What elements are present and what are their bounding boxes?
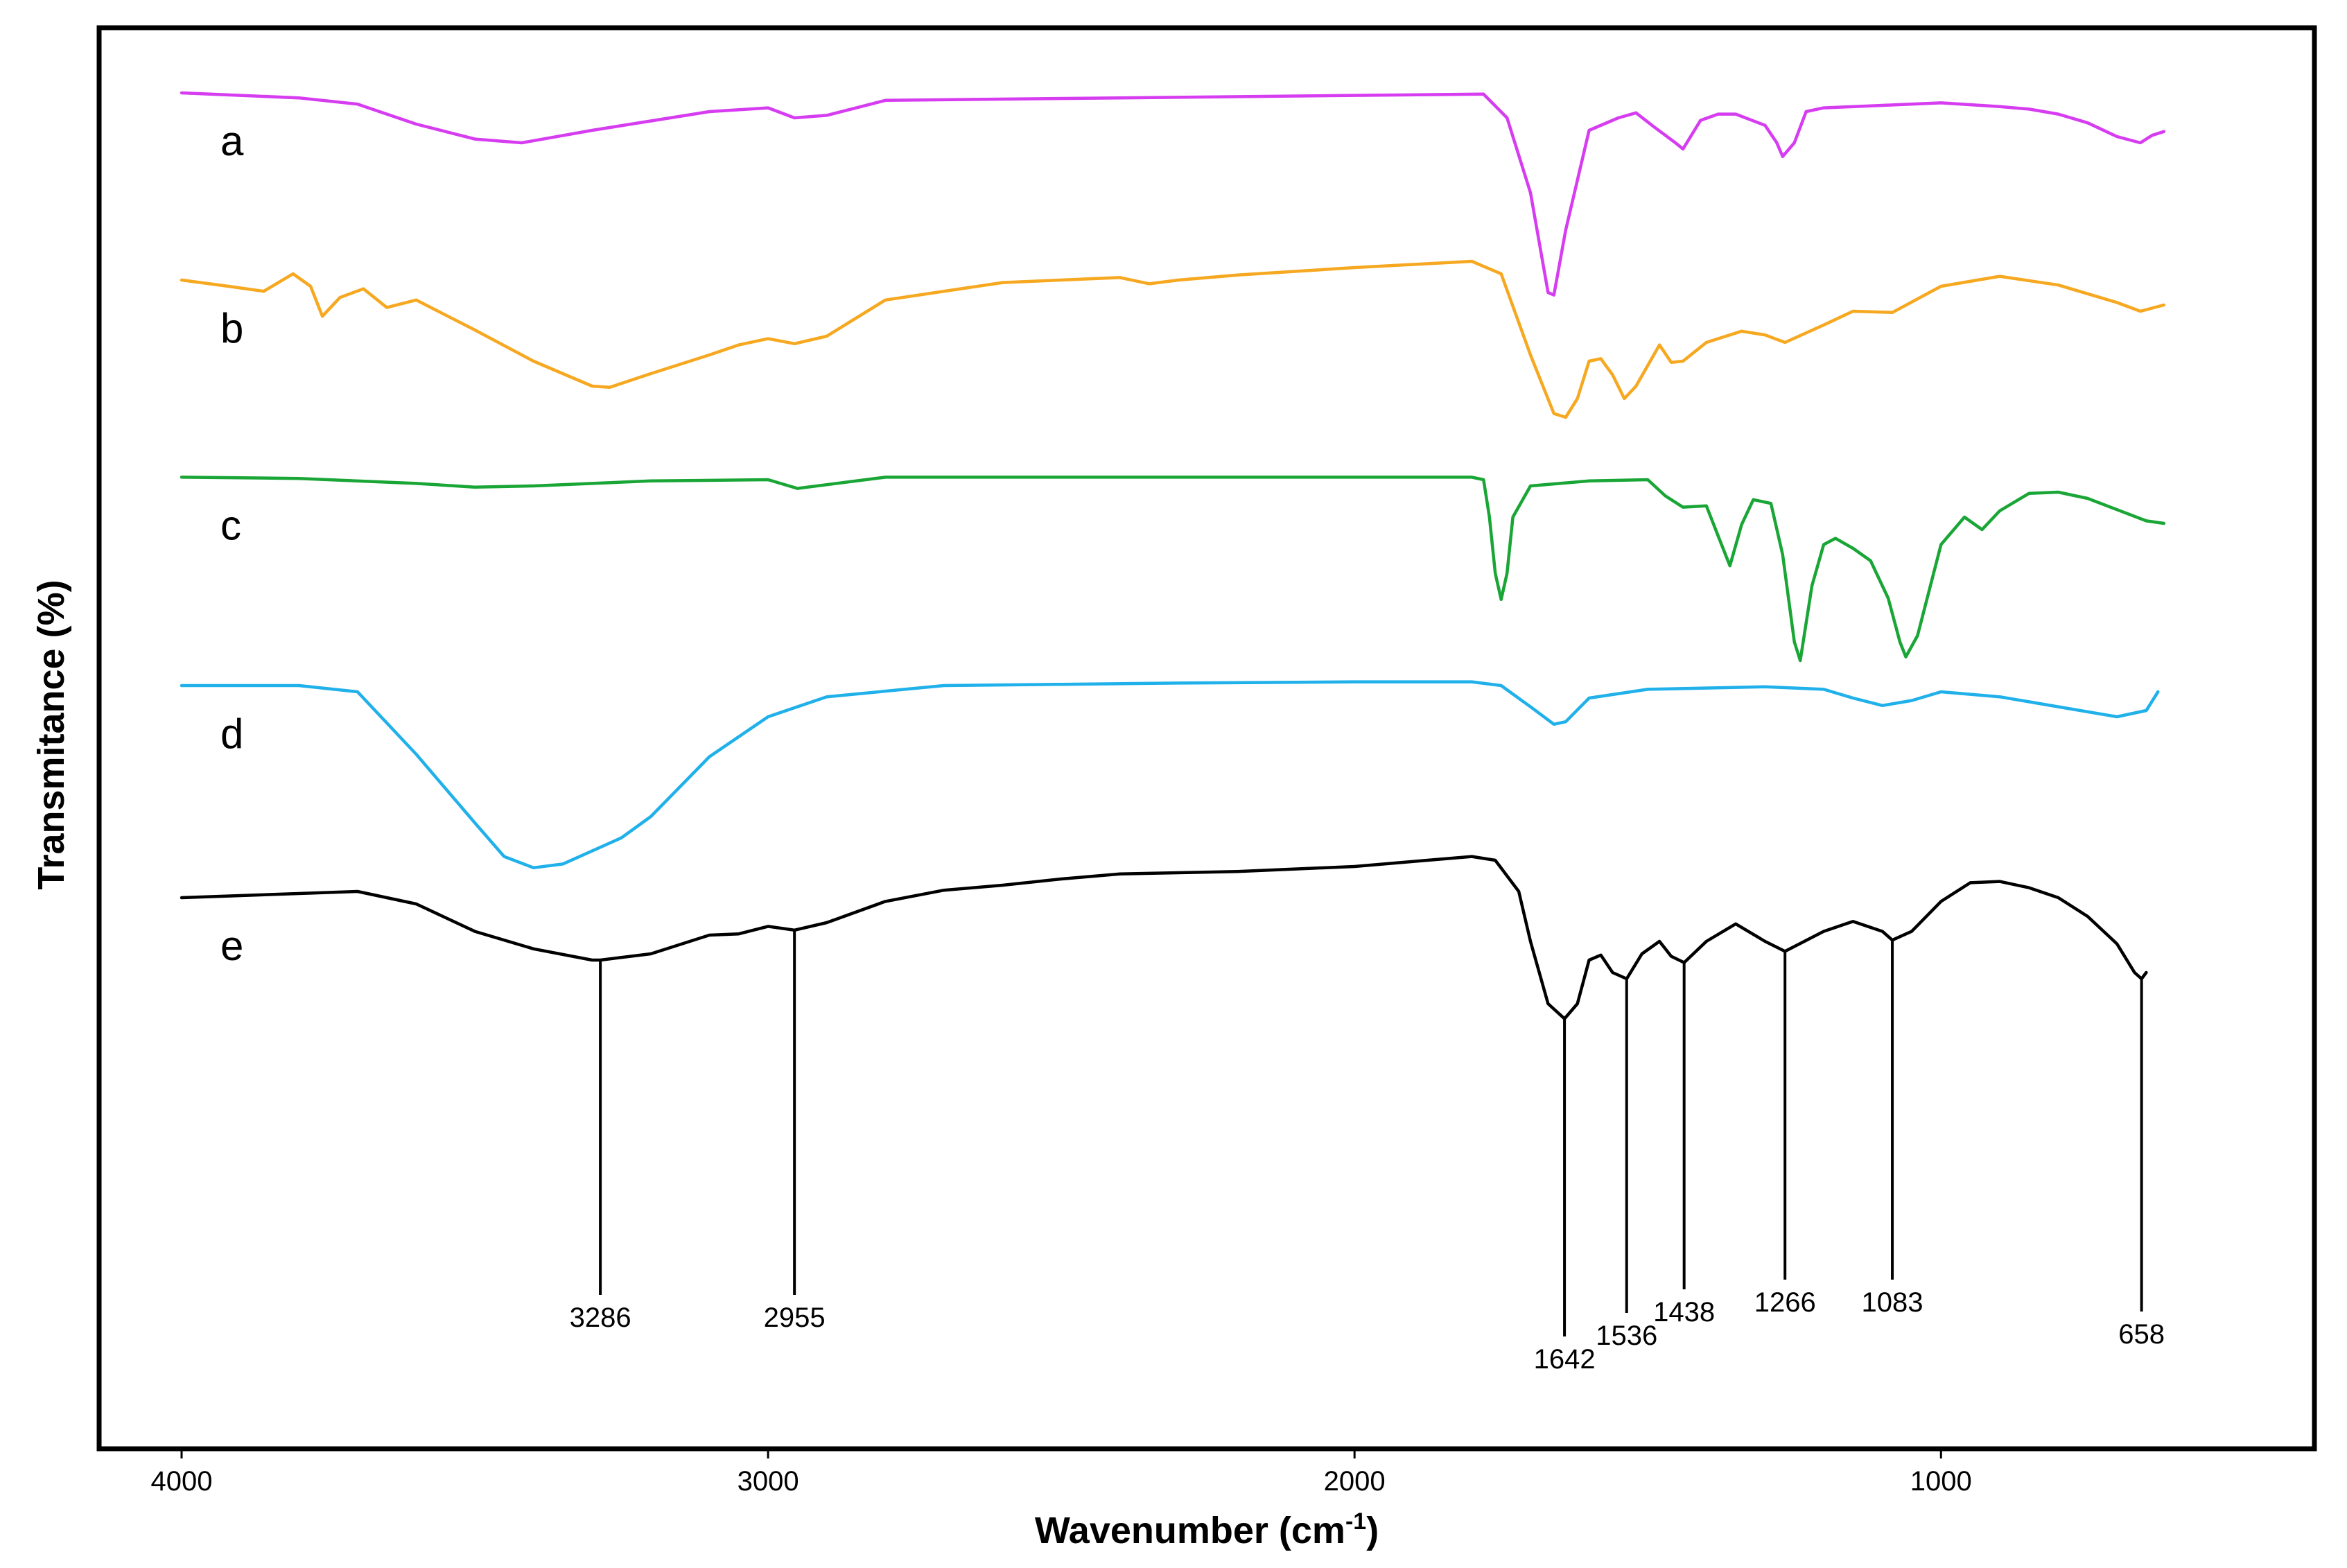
series-b-line — [180, 259, 2166, 419]
peak-label-1536: 1536 — [1596, 1321, 1657, 1351]
peak-label-658: 658 — [2118, 1319, 2165, 1350]
peak-label-3286: 3286 — [570, 1303, 631, 1333]
x-tick-label-3000: 3000 — [738, 1466, 799, 1497]
series-a-label: a — [220, 118, 244, 164]
x-axis-title: Wavenumber (cm-1) — [1035, 1508, 1379, 1551]
series-c-line — [180, 476, 2166, 663]
series-e-line — [180, 855, 2148, 1020]
peak-label-1642: 1642 — [1534, 1344, 1596, 1375]
series-e-label: e — [220, 923, 243, 969]
series-d-line — [180, 680, 2160, 870]
peak-label-1083: 1083 — [1862, 1287, 1923, 1318]
series-labels: a b c d e — [220, 118, 244, 969]
series-traces — [180, 91, 2166, 1020]
peak-label-1438: 1438 — [1653, 1297, 1715, 1327]
plot-frame — [96, 25, 2317, 1452]
series-a-line — [180, 91, 2166, 297]
x-tick-label-2000: 2000 — [1324, 1466, 1386, 1497]
peak-label-1266: 1266 — [1754, 1287, 1816, 1318]
series-c-label: c — [220, 502, 241, 548]
x-axis-ticks: 4000 3000 2000 1000 — [151, 1449, 1972, 1497]
series-d-label: d — [220, 711, 243, 757]
x-tick-label-4000: 4000 — [151, 1466, 213, 1497]
y-axis-title: Transmitance (%) — [30, 580, 72, 889]
peak-label-2955: 2955 — [764, 1303, 826, 1333]
series-b-label: b — [220, 305, 243, 351]
x-tick-label-1000: 1000 — [1910, 1466, 1972, 1497]
